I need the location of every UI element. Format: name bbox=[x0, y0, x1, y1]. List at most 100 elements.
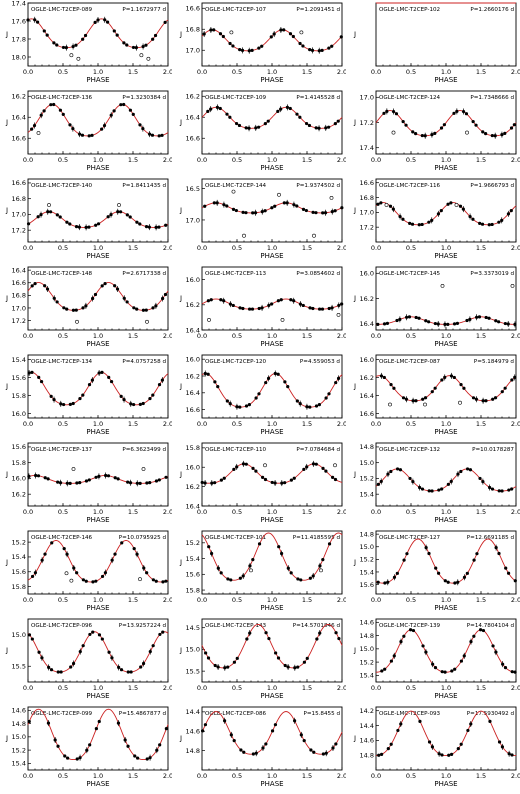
x-tick-label: 2.0 bbox=[337, 684, 346, 692]
x-tick-label: 2.0 bbox=[337, 596, 346, 604]
rejected-point bbox=[47, 203, 51, 207]
x-tick-label: 1.0 bbox=[441, 244, 451, 252]
data-point bbox=[452, 322, 457, 326]
data-point bbox=[62, 306, 66, 310]
data-point bbox=[251, 558, 255, 562]
model-curve bbox=[27, 540, 169, 583]
x-axis-label: PHASE bbox=[86, 428, 109, 436]
x-tick-label: 1.5 bbox=[128, 772, 138, 780]
star-id-label: OGLE-LMC-T2CEP-087 bbox=[379, 359, 441, 365]
data-point bbox=[464, 112, 469, 116]
data-point bbox=[327, 542, 332, 546]
data-point bbox=[100, 284, 104, 288]
data-point bbox=[245, 637, 249, 641]
data-point bbox=[97, 633, 102, 637]
model-curve bbox=[201, 29, 343, 52]
y-tick-label: 17.2 bbox=[12, 226, 26, 234]
data-point bbox=[414, 315, 418, 320]
data-point bbox=[164, 475, 168, 479]
data-point bbox=[75, 757, 79, 761]
data-point bbox=[500, 489, 504, 493]
data-point bbox=[132, 402, 136, 407]
model-curve bbox=[201, 532, 343, 581]
data-point bbox=[270, 480, 274, 485]
x-tick-label: 2.0 bbox=[337, 420, 346, 428]
data-point bbox=[135, 307, 139, 311]
x-axis-label: PHASE bbox=[260, 780, 283, 788]
x-tick-label: 2.0 bbox=[337, 244, 346, 252]
x-tick-label: 1.0 bbox=[441, 772, 451, 780]
x-tick-label: 0.5 bbox=[58, 68, 68, 76]
data-point bbox=[439, 209, 443, 213]
data-point bbox=[282, 201, 286, 205]
data-point bbox=[450, 752, 454, 756]
x-tick-label: 2.0 bbox=[511, 684, 520, 692]
y-tick-label: 16.6 bbox=[360, 410, 374, 418]
x-tick-label: 0.0 bbox=[23, 596, 33, 604]
rejected-point bbox=[510, 283, 515, 288]
data-point bbox=[100, 574, 105, 579]
y-tick-label: 17.0 bbox=[12, 211, 26, 219]
data-point bbox=[43, 476, 47, 480]
y-tick-label: 16.4 bbox=[186, 502, 200, 510]
data-point bbox=[337, 636, 341, 641]
y-tick-label: 15.2 bbox=[360, 556, 374, 564]
data-point bbox=[288, 32, 293, 36]
x-tick-label: 0.0 bbox=[371, 508, 381, 516]
y-tick-label: 16.4 bbox=[12, 266, 26, 274]
data-point bbox=[433, 321, 437, 326]
rejected-point bbox=[263, 463, 267, 468]
y-axis-label: J bbox=[353, 559, 356, 567]
x-tick-label: 1.0 bbox=[441, 332, 451, 340]
rejected-point bbox=[312, 233, 316, 238]
data-point bbox=[308, 47, 312, 52]
data-point bbox=[327, 392, 331, 396]
model-curve bbox=[201, 463, 343, 484]
y-tick-label: 16.8 bbox=[186, 26, 200, 34]
light-curve-panel: 0.0 0.5 1.0 1.5 2.0 15.0 15.5 PHASE J OGLE-LMC-T2… bbox=[5, 618, 172, 700]
data-point bbox=[105, 20, 110, 24]
x-axis-label: PHASE bbox=[86, 604, 109, 612]
x-tick-label: 0.0 bbox=[197, 596, 207, 604]
data-point bbox=[510, 487, 514, 491]
data-point bbox=[380, 669, 384, 673]
rejected-point bbox=[388, 402, 392, 407]
data-point bbox=[81, 393, 85, 397]
light-curve-panel: 0.0 0.5 1.0 1.5 2.0 14.6 14.8 15.0 15.2 15.4 PHASE… bbox=[5, 706, 172, 788]
data-point bbox=[408, 628, 413, 632]
y-tick-label: 15.6 bbox=[186, 571, 200, 579]
data-point bbox=[282, 28, 286, 32]
x-tick-label: 0.0 bbox=[371, 156, 381, 164]
data-point bbox=[333, 477, 338, 482]
data-point bbox=[484, 315, 488, 320]
data-point bbox=[302, 467, 306, 472]
y-axis-label: J bbox=[179, 559, 182, 567]
y-tick-label: 15.4 bbox=[12, 553, 26, 561]
data-point bbox=[103, 281, 107, 286]
x-tick-label: 0.0 bbox=[23, 420, 33, 428]
y-axis-label: J bbox=[5, 119, 8, 127]
data-point bbox=[213, 481, 217, 485]
y-tick-label: 16.5 bbox=[186, 185, 200, 193]
data-point bbox=[237, 123, 242, 128]
x-tick-label: 1.5 bbox=[128, 420, 138, 428]
data-point bbox=[466, 728, 470, 733]
data-point bbox=[62, 547, 66, 551]
data-point bbox=[119, 103, 123, 107]
star-id-label: OGLE-LMC-T2CEP-140 bbox=[31, 183, 93, 189]
x-tick-label: 1.0 bbox=[93, 156, 103, 164]
star-id-label: OGLE-LMC-T2CEP-127 bbox=[379, 535, 441, 541]
x-axis-label: PHASE bbox=[434, 340, 457, 348]
y-tick-label: 15.2 bbox=[12, 538, 26, 546]
period-label: P=13.9257224 d bbox=[119, 623, 167, 629]
data-point bbox=[298, 41, 302, 46]
data-point bbox=[30, 284, 34, 288]
light-curve-panel: 0.0 0.5 1.0 1.5 2.0 17.0 17.2 17.4 PHASE J OGLE-LM… bbox=[353, 90, 520, 172]
data-point bbox=[510, 670, 514, 674]
data-point bbox=[402, 634, 406, 638]
y-tick-label: 17.4 bbox=[12, 0, 26, 7]
data-point bbox=[71, 308, 76, 312]
data-point bbox=[478, 476, 482, 481]
data-point bbox=[49, 103, 53, 107]
data-point bbox=[324, 396, 328, 400]
